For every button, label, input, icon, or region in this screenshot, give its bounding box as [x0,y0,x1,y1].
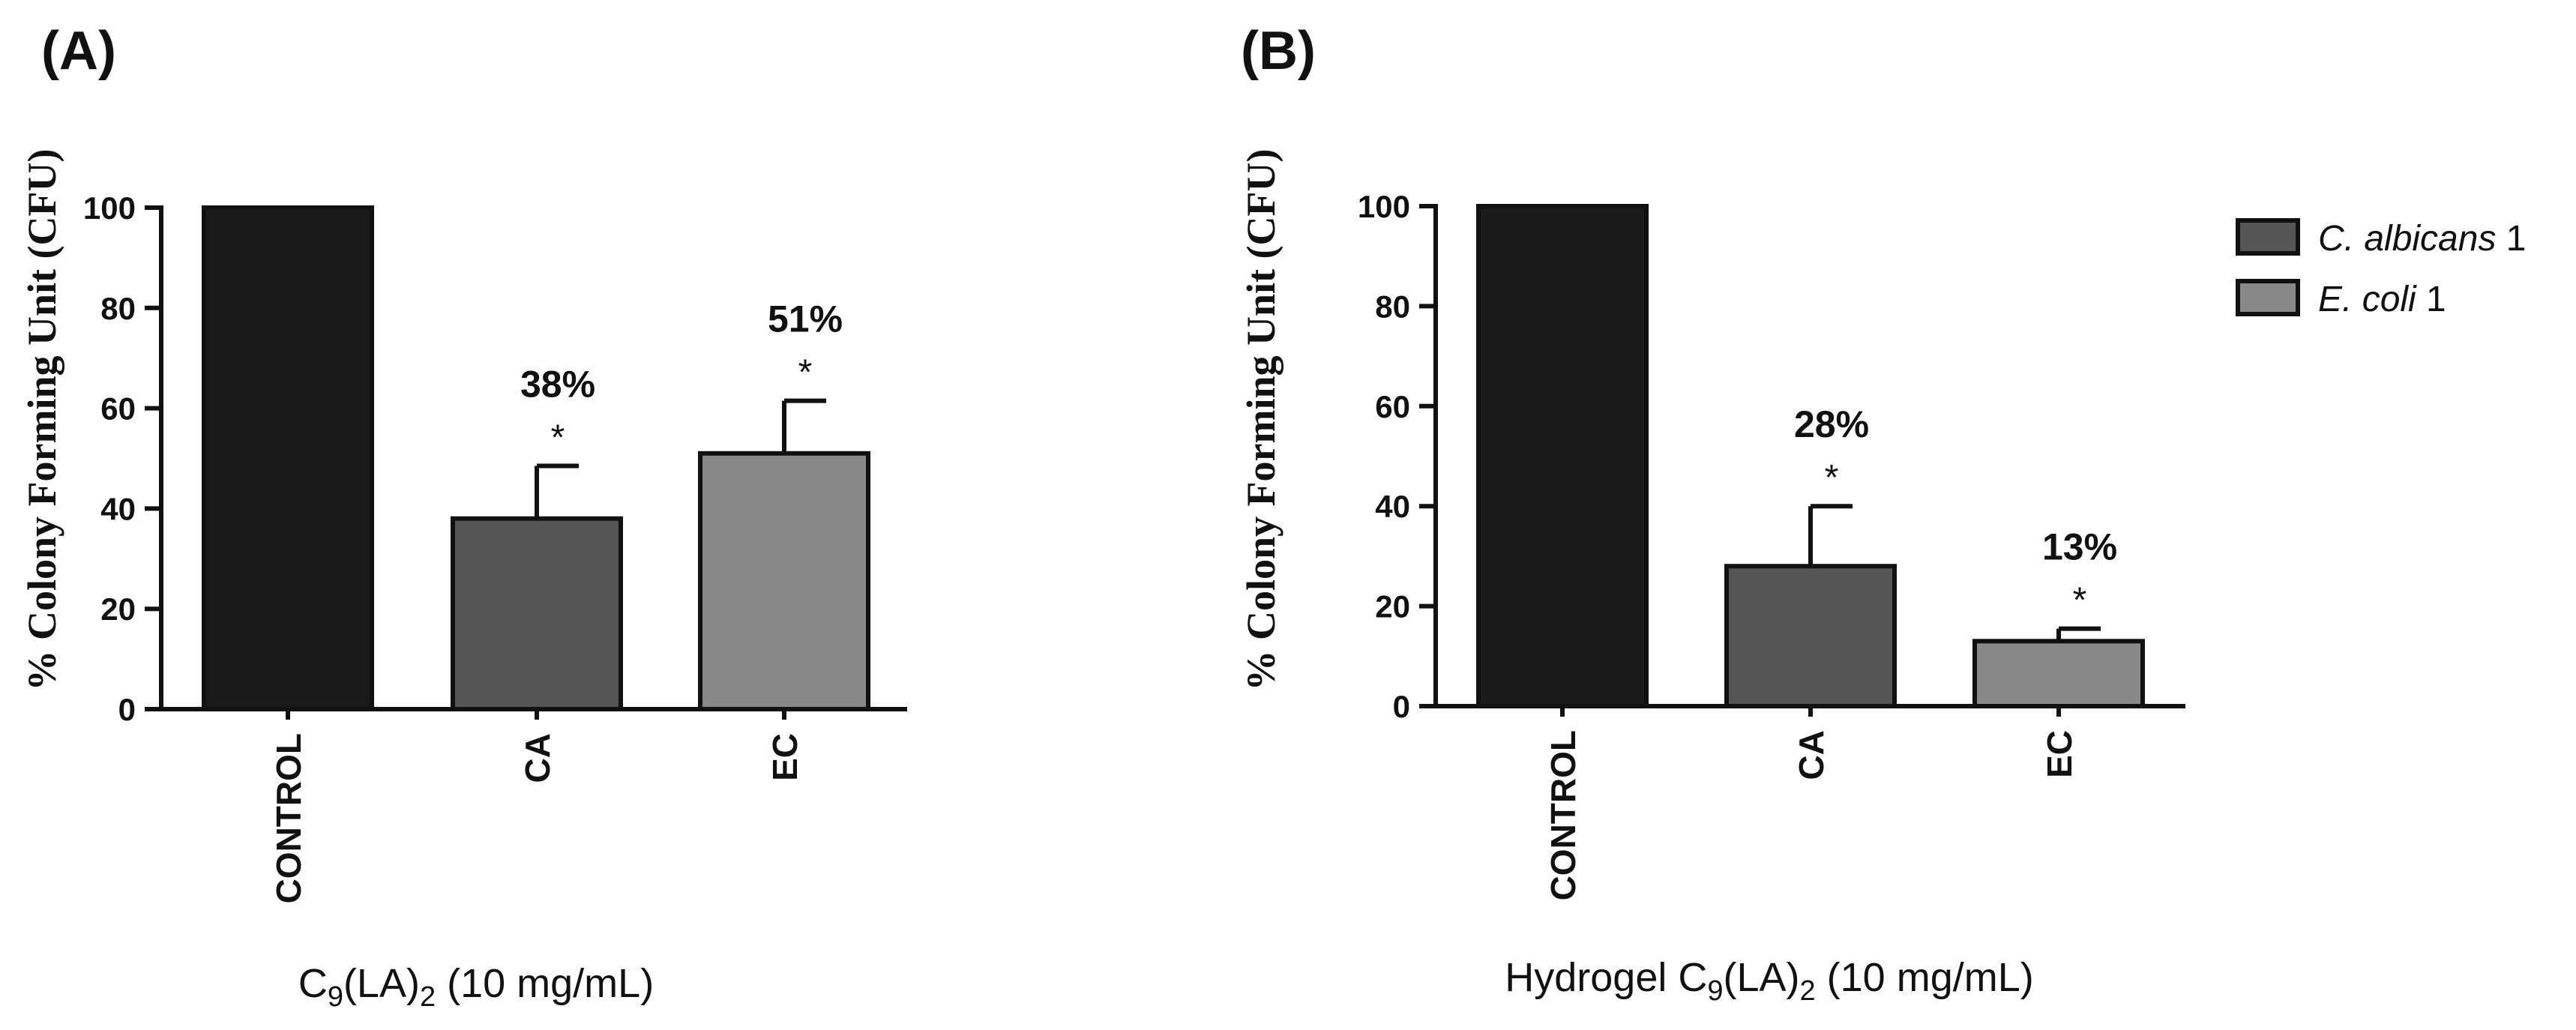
panel-b-bar-ec [1972,639,2145,708]
panel-b-xlabel: Hydrogel C9(LA)2 (10 mg/mL) [1505,955,2033,1007]
legend-swatch-c-albicans [2236,218,2300,256]
panel-b-ytick-label: 0 [1393,689,1410,724]
panel-b-bar-ca [1724,564,1897,708]
panel-b-label: (B) [1241,21,1316,81]
panel-a-ytick-label: 100 [83,190,136,226]
panel-b-xtick-label-ec: EC [2040,730,2079,778]
panel-a-significance-ec: * [798,353,813,393]
panel-b-bar-control [1476,204,1649,708]
panel-b-significance-ec: * [2073,581,2087,621]
panel-a-ytick-label: 80 [100,291,136,326]
legend-swatch-e-coli [2236,279,2300,316]
panel-b-ytick-label: 60 [1375,389,1410,424]
panel-b-xtick-label-ca: CA [1792,730,1831,780]
panel-a-xtick-label-control: CONTROL [269,733,308,903]
legend: C. albicans 1 E. coli 1 [2236,218,2526,319]
panel-a-bar-ec [698,451,870,711]
panel-a-significance-ca: * [551,418,565,458]
panel-b-ylabel: % Colony Forming Unit (CFU) [1239,149,1284,691]
panel-b-plot: CONTROL * 28% CA * 13% EC 0 20 40 60 80 100 [1358,189,2185,900]
panel-a-ytick-label: 60 [100,391,136,427]
panel-b-label-ec: 13% [2042,526,2117,568]
panel-a-ylabel: % Colony Forming Unit (CFU) [19,149,64,691]
panel-b-ytick-label: 20 [1375,589,1410,624]
panel-a-ytick-label: 20 [100,591,136,627]
panel-a-xtick-label-ec: EC [765,733,804,781]
panel-a-xlabel: C9(LA)2 (10 mg/mL) [298,961,654,1013]
panel-b-label-ca: 28% [1794,403,1869,445]
panel-a-label-ca: 38% [520,364,595,406]
panel-a-plot: CONTROL * 38% CA * 51% EC 0 20 40 60 80 100 [83,190,907,903]
legend-label-e-coli: E. coli 1 [2318,280,2446,319]
panel-a-label-ec: 51% [768,298,843,340]
panel-a-xtick-label-ca: CA [518,733,557,783]
panel-a-bar-ca [451,516,623,712]
panel-b-ytick-label: 80 [1375,289,1410,324]
panel-a-bar-control [202,205,374,711]
panel-b-significance-ca: * [1825,458,1839,498]
panel-b-xtick-label-control: CONTROL [1544,730,1583,900]
panel-a-ytick-label: 0 [118,692,136,727]
panel-b-ytick-label: 40 [1375,489,1410,524]
panel-b-ytick-label: 100 [1358,189,1410,224]
legend-label-c-albicans: C. albicans 1 [2318,219,2526,259]
panel-a-label: (A) [41,21,116,81]
panel-a-ytick-label: 40 [100,491,136,526]
